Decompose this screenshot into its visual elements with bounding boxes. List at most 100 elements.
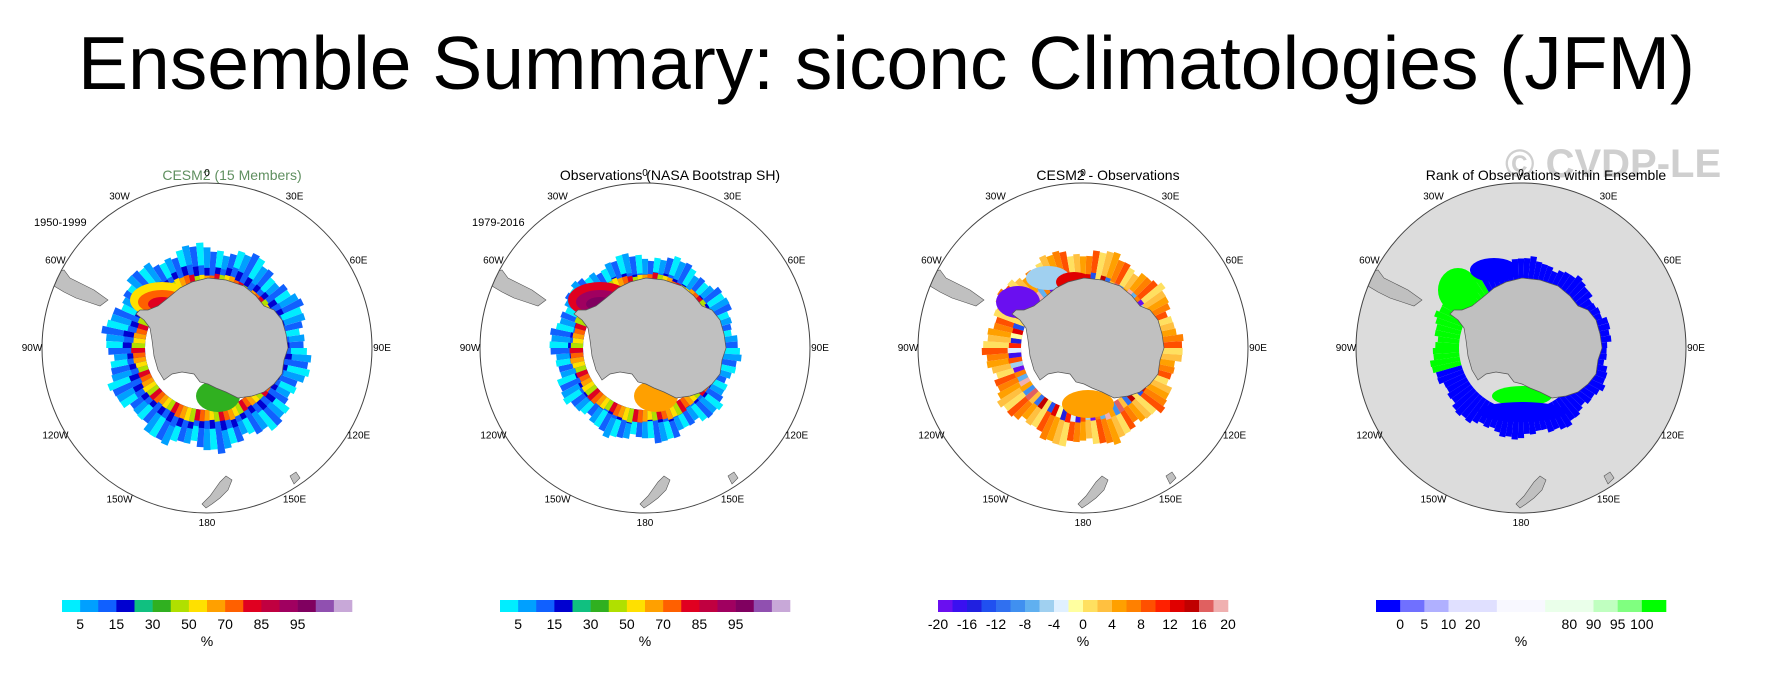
colorbar-swatch [1569, 600, 1594, 612]
colorbar-swatch [1617, 600, 1643, 612]
colorbar-swatch [1593, 600, 1618, 612]
ice-cell [570, 352, 584, 359]
colorbar-swatch [753, 600, 773, 612]
ice-cell [234, 401, 244, 415]
panel-rank: Rank of Observations within Ensemble 0 30… [1326, 160, 1766, 660]
colorbar-swatch [333, 600, 353, 612]
colorbar-swatch [1025, 600, 1040, 612]
ice-cell [1447, 380, 1471, 400]
colorbar-tick-label: 85 [692, 616, 708, 632]
colorbar-tick-label: 70 [217, 616, 233, 632]
longitude-label: 120W [480, 431, 507, 442]
colorbar-swatch [188, 600, 208, 612]
antarctica-land [1449, 277, 1603, 399]
ice-cell [576, 369, 589, 378]
colorbar-swatch [1155, 600, 1171, 612]
ice-cell [1007, 348, 1022, 354]
colorbar-swatch [536, 600, 555, 612]
colorbar: -20 -16 -12 -8 -4 0 4 8 12 16 20% [928, 600, 1236, 649]
ice-cell [637, 409, 643, 423]
ice-cell [1114, 399, 1125, 413]
longitude-label: 30W [985, 191, 1006, 202]
map-border [479, 182, 811, 514]
colorbar-tick-label: 0 [1079, 616, 1087, 632]
longitude-label: 60E [1664, 256, 1682, 267]
ice-cell [1432, 348, 1460, 355]
ice-cell [1435, 342, 1460, 348]
antarctica-land [1011, 277, 1165, 399]
south-america-land [1361, 269, 1423, 307]
panel-cesm2: CESM2 (15 Members) 1950-1999 0 30E 60E 90E 1… [12, 160, 452, 660]
ice-cell [131, 348, 146, 354]
colorbar-swatch [645, 600, 664, 612]
ice-cell [1017, 373, 1029, 382]
ice-cell [1022, 384, 1036, 396]
colorbar-tick-label: -20 [928, 616, 948, 632]
panel-observations: Observations (NASA Bootstrap SH) 1979-20… [450, 160, 890, 660]
colorbar-swatch [626, 600, 646, 612]
longitude-label: 150W [106, 495, 133, 506]
ice-cell [1555, 396, 1576, 421]
ice-cell [1037, 396, 1049, 410]
ice-cell [133, 332, 147, 340]
colorbar-unit: % [201, 633, 213, 649]
colorbar-swatch [261, 600, 280, 612]
period-label: 1950-1999 [34, 217, 87, 229]
polar-map: 0 30E 60E 90E 120E 150E 180 150W 120W 90W 60W 30W [898, 168, 1268, 529]
ice-cell [1008, 352, 1022, 359]
colorbar-unit: % [639, 633, 651, 649]
ice-cell [137, 369, 151, 378]
page-title: Ensemble Summary: siconc Climatologies (… [77, 21, 1696, 105]
colorbar-swatch [1199, 600, 1214, 612]
colorbar: 0 5 10 20 80 90 95 100% [1376, 600, 1667, 649]
ice-cell [199, 409, 205, 422]
ice-cell [1018, 377, 1031, 387]
ice-cell [672, 401, 683, 416]
colorbar-tick-label: 4 [1108, 616, 1116, 632]
ice-cell [135, 360, 148, 369]
ice-cell [1435, 365, 1463, 379]
colorbar-swatch [134, 600, 153, 612]
longitude-label: 0 [1518, 168, 1524, 179]
new-zealand-land [639, 475, 671, 509]
ice-cell [1429, 356, 1461, 368]
island-land [727, 471, 739, 485]
longitude-label: 90W [1336, 343, 1357, 354]
ice-cell [1014, 369, 1027, 378]
colorbar-tick-label: 50 [181, 616, 197, 632]
ice-cell [209, 409, 215, 421]
ice-cell [1434, 329, 1461, 340]
ice-cell [1008, 342, 1022, 348]
colorbar-swatch [554, 600, 573, 612]
longitude-label: 120E [347, 431, 371, 442]
longitude-label: 60W [45, 256, 66, 267]
map-border [1355, 182, 1687, 514]
longitude-label: 60W [1359, 256, 1380, 267]
colorbar-swatch [297, 600, 317, 612]
colorbar-tick-label: 20 [1220, 616, 1236, 632]
ice-cell [1042, 399, 1052, 411]
longitude-label: 90W [898, 343, 919, 354]
ice-cell [632, 409, 639, 423]
colorbar-tick-label: 5 [514, 616, 522, 632]
colorbar-swatch [1170, 600, 1185, 612]
longitude-label: 90E [1687, 343, 1705, 354]
ice-cell [1008, 356, 1023, 364]
colorbar-tick-label: 12 [1162, 616, 1178, 632]
colorbar-swatch [80, 600, 99, 612]
colorbar-tick-label: -4 [1048, 616, 1061, 632]
longitude-label: 150E [283, 495, 307, 506]
island-land [1603, 471, 1615, 485]
longitude-label: 30E [1600, 191, 1618, 202]
ice-cell [570, 342, 584, 348]
new-zealand-land [201, 475, 233, 509]
ice-cell [604, 399, 614, 411]
ice-cell [1019, 380, 1033, 392]
longitude-label: 60E [788, 256, 806, 267]
polar-map: 0 30E 60E 90E 120E 150E 180 150W 120W 90W 60W 30W [22, 168, 392, 529]
colorbar-swatch [1054, 600, 1069, 612]
colorbar-swatch [1641, 600, 1667, 612]
longitude-label: 150W [1420, 495, 1447, 506]
ice-cell [1433, 352, 1460, 361]
longitude-label: 120W [1356, 431, 1383, 442]
